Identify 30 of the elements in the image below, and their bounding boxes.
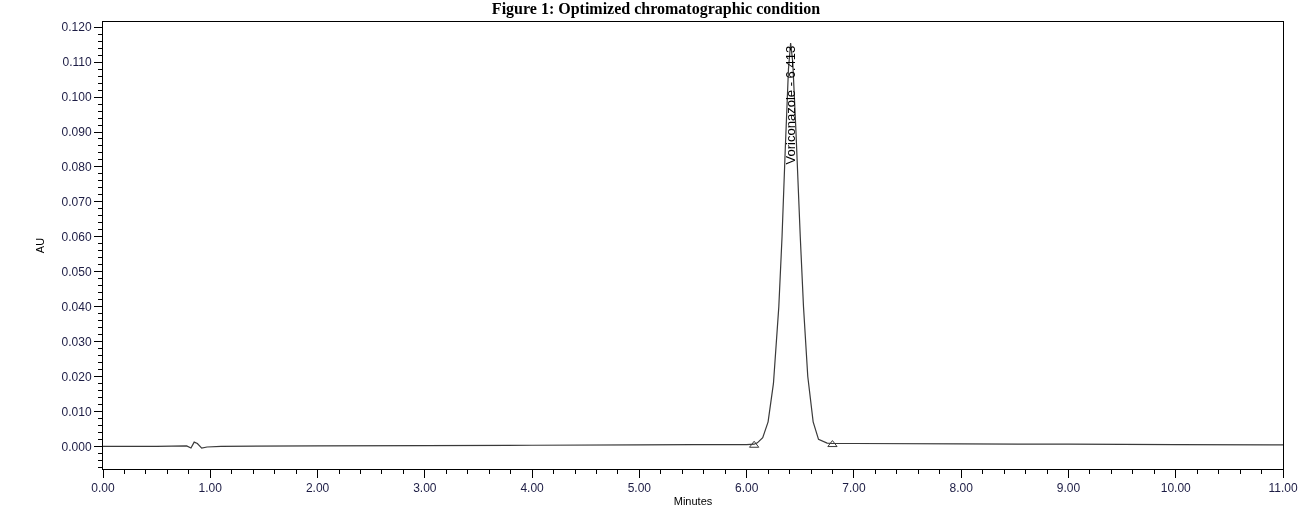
x-tick-label: 4.00 xyxy=(520,481,545,496)
y-tick-label: 0.080 xyxy=(61,160,92,175)
y-tick-label: 0.050 xyxy=(61,264,92,279)
x-tick-label: 5.00 xyxy=(627,481,652,496)
y-tick-label: 0.010 xyxy=(61,404,92,419)
x-tick-label: 9.00 xyxy=(1056,481,1081,496)
y-tick-label: 0.060 xyxy=(61,229,92,244)
line-series xyxy=(103,42,1283,449)
x-tick-label: 2.00 xyxy=(305,481,330,496)
x-tick-label: 0.00 xyxy=(91,481,115,496)
x-tick-label: 6.00 xyxy=(734,481,759,496)
x-tick-label: 8.00 xyxy=(949,481,974,496)
y-tick-label: 0.120 xyxy=(61,20,92,35)
y-axis-title: AU xyxy=(34,237,47,254)
x-tick-label: 3.00 xyxy=(413,481,437,496)
y-tick-label: 0.000 xyxy=(61,439,92,454)
annotation: Voriconazole - 6.413 xyxy=(783,45,799,165)
y-tick-label: 0.030 xyxy=(61,334,92,349)
x-tick-label: 10.00 xyxy=(1160,481,1192,496)
x-tick-label: 7.00 xyxy=(842,481,866,496)
y-tick-label: 0.020 xyxy=(61,369,92,384)
y-tick-label: 0.070 xyxy=(61,195,92,210)
y-tick-label: 0.040 xyxy=(61,299,92,314)
x-tick-label: 11.00 xyxy=(1268,481,1298,496)
x-axis-title: Minutes xyxy=(673,494,713,507)
y-tick-label: 0.100 xyxy=(61,90,92,105)
y-tick-label: 0.090 xyxy=(61,125,92,140)
x-tick-label: 1.00 xyxy=(198,481,223,496)
chart-title: Figure 1: Optimized chromatographic condition xyxy=(491,0,821,19)
y-tick-label: 0.110 xyxy=(62,55,92,70)
